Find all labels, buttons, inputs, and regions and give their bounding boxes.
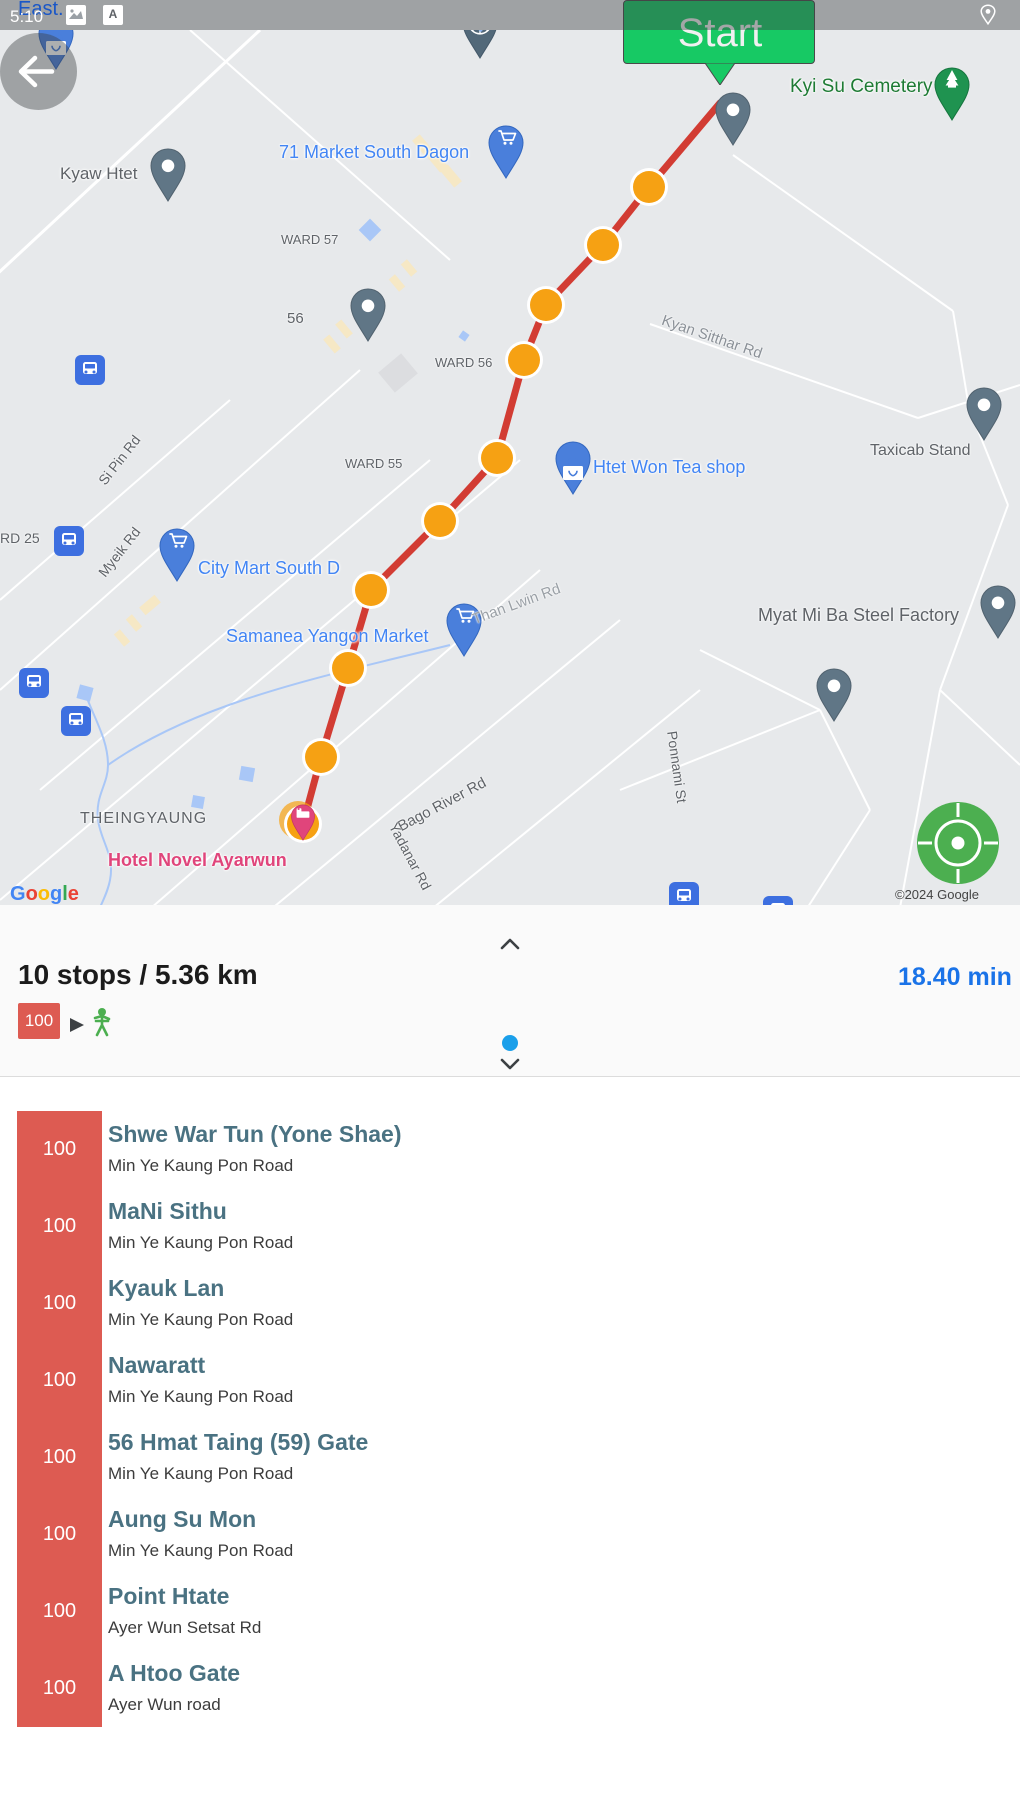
svg-text:Google: Google <box>10 883 79 905</box>
